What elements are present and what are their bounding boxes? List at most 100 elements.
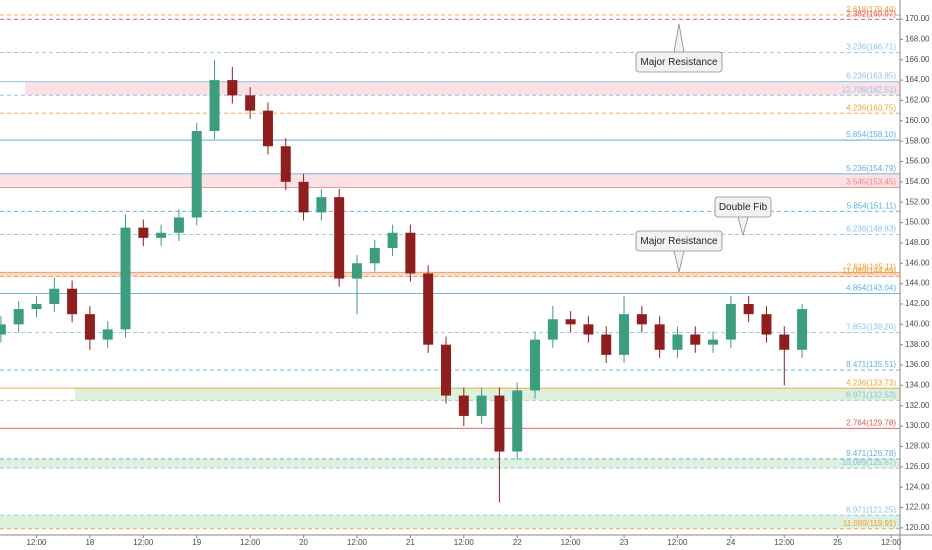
- y-tick-label: 170.00: [905, 14, 930, 23]
- candle-body: [49, 288, 60, 304]
- callout: Major Resistance: [635, 230, 723, 273]
- y-tick-label: 136.00: [905, 360, 930, 369]
- y-tick-label: 124.00: [905, 482, 930, 491]
- candle-body: [530, 339, 541, 391]
- level-label: 11.089(144.69): [842, 267, 896, 276]
- x-tick-label: 21: [406, 538, 415, 547]
- candle-body: [761, 314, 772, 335]
- callout: Double Fib: [714, 196, 772, 237]
- candle-body: [565, 319, 576, 325]
- callout: Major Resistance: [635, 23, 723, 73]
- candle-body: [476, 395, 487, 416]
- level-label: 2.618(145.11): [847, 262, 897, 271]
- candle-body: [512, 390, 523, 452]
- y-tick-label: 154.00: [905, 177, 930, 186]
- x-tick-label: 12:00: [133, 538, 154, 547]
- candle-body: [654, 324, 665, 350]
- callout-box: [635, 230, 723, 252]
- level-label: 10.089(125.87): [842, 458, 897, 467]
- y-tick-label: 150.00: [905, 218, 930, 227]
- y-tick-label: 134.00: [905, 381, 930, 390]
- candle-body: [405, 232, 416, 274]
- candle-body: [227, 80, 238, 96]
- candle-body: [84, 314, 95, 340]
- zone: [75, 388, 900, 401]
- callout-text: Major Resistance: [640, 236, 718, 247]
- callout-text: Double Fib: [719, 202, 768, 213]
- x-tick-label: 12:00: [347, 538, 368, 547]
- candle-body: [262, 110, 273, 147]
- x-tick-label: 20: [299, 538, 308, 547]
- candle-body: [601, 334, 612, 355]
- candle-body: [619, 314, 630, 355]
- level-label: 4.236(160.75): [846, 103, 896, 112]
- x-tick-label: 12:00: [26, 538, 47, 547]
- candle-body: [690, 334, 701, 345]
- y-tick-label: 162.00: [905, 96, 930, 105]
- zone: [0, 173, 900, 188]
- level-label: 2.382(169.97): [846, 9, 896, 18]
- y-tick-label: 142.00: [905, 299, 930, 308]
- candle-body: [708, 339, 719, 345]
- candle-body: [67, 288, 78, 315]
- time-axis-bg: [0, 535, 932, 550]
- y-tick-label: 160.00: [905, 116, 930, 125]
- level-label: 8.471(135.51): [846, 360, 896, 369]
- y-tick-label: 158.00: [905, 136, 930, 145]
- x-tick-label: 19: [192, 538, 201, 547]
- candle-body: [636, 314, 647, 325]
- zone: [0, 515, 900, 529]
- y-tick-label: 130.00: [905, 421, 930, 430]
- candles: [0, 59, 808, 503]
- candle-body: [583, 324, 594, 335]
- y-tick-label: 122.00: [905, 503, 930, 512]
- candle-body: [672, 334, 683, 350]
- x-tick-label: 12:00: [667, 538, 688, 547]
- candle-body: [191, 130, 202, 218]
- level-label: 5.854(151.11): [847, 201, 897, 210]
- candle-body: [334, 197, 345, 279]
- candle-body: [458, 395, 469, 416]
- level-label: 3.236(166.71): [846, 43, 896, 52]
- y-tick-label: 126.00: [905, 462, 930, 471]
- x-tick-label: 24: [726, 538, 735, 547]
- candle-body: [440, 344, 451, 396]
- level-label: 2.618(170.40): [846, 5, 896, 14]
- callout-pointer: [737, 216, 749, 237]
- level-label: 7.853(139.20): [846, 323, 896, 332]
- candle-body: [351, 263, 362, 279]
- y-tick-label: 144.00: [905, 279, 930, 288]
- x-tick-label: 12:00: [774, 538, 795, 547]
- x-tick-label: 18: [85, 538, 94, 547]
- candle-body: [494, 395, 505, 452]
- x-tick-label: 23: [620, 538, 629, 547]
- level-label: 2.764(129.78): [846, 418, 896, 427]
- candle-body: [316, 197, 327, 213]
- x-tick-label: 12:00: [240, 538, 261, 547]
- candle-body: [173, 217, 184, 233]
- callout-pointer: [673, 250, 685, 273]
- levels: 2.618(170.40)2.382(169.97) 3.236(166.71) 6…: [0, 5, 900, 530]
- level-label: 12.706(162.51): [842, 85, 897, 94]
- level-label: 6.236(148.83): [846, 225, 896, 234]
- y-tick-label: 156.00: [905, 157, 930, 166]
- candle-body: [280, 146, 291, 182]
- candle-body: [547, 319, 558, 340]
- zone: [25, 81, 900, 96]
- callout-box: [635, 51, 723, 73]
- level-label: 5.236(154.79): [846, 164, 896, 173]
- level-label: 3.545(153.45): [846, 178, 896, 187]
- callout-box: [714, 196, 772, 218]
- y-tick-label: 120.00: [905, 523, 930, 532]
- y-tick-label: 146.00: [905, 258, 930, 267]
- level-label: 8.971(132.53): [846, 390, 896, 399]
- level-label: 4.854(143.04): [846, 284, 896, 293]
- candle-body: [102, 329, 113, 340]
- level-label: 8.971(121.25): [846, 505, 896, 514]
- candle-body: [209, 80, 220, 131]
- candle-body: [387, 232, 398, 249]
- candle-body: [369, 248, 380, 264]
- y-tick-label: 164.00: [905, 75, 930, 84]
- candle-body: [31, 303, 42, 310]
